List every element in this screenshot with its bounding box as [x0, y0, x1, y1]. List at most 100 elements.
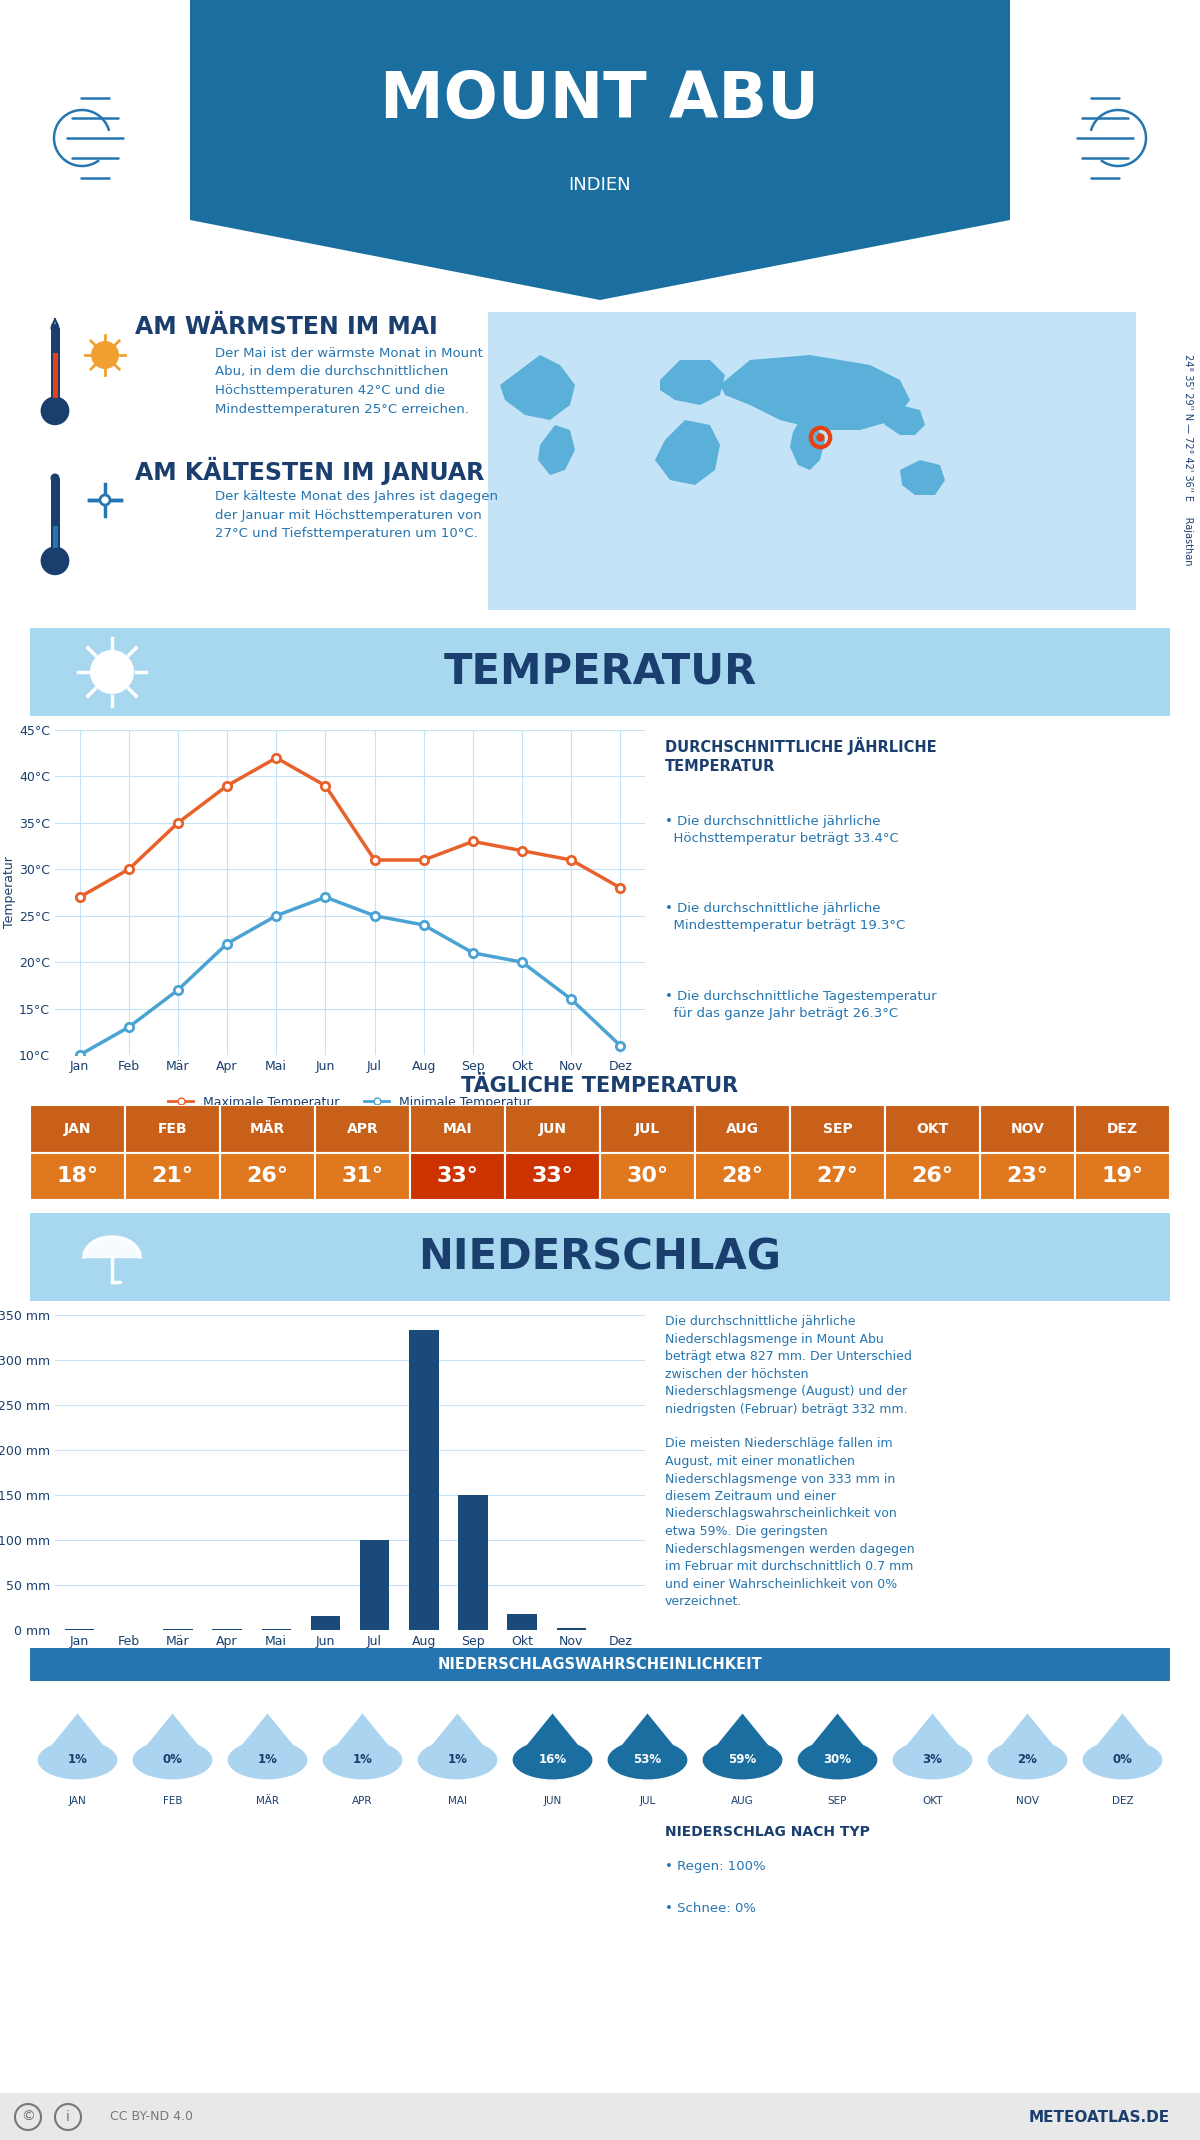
Bar [505, 1153, 600, 1201]
Bar [314, 1153, 410, 1201]
Text: • Die durchschnittliche jährliche
  Mindesttemperatur beträgt 19.3°C: • Die durchschnittliche jährliche Mindes… [665, 903, 905, 933]
Text: Die durchschnittliche jährliche
Niederschlagsmenge in Mount Abu
beträgt etwa 827: Die durchschnittliche jährliche Niedersc… [665, 1314, 914, 1607]
Text: 0%: 0% [1112, 1753, 1133, 1765]
Text: Der kälteste Monat des Jahres ist dagegen
der Januar mit Höchsttemperaturen von
: Der kälteste Monat des Jahres ist dagege… [215, 490, 498, 539]
Bar [410, 1104, 505, 1153]
Text: 53%: 53% [634, 1753, 661, 1765]
Text: • Schnee: 0%: • Schnee: 0% [665, 1902, 756, 1915]
Text: 23°: 23° [1007, 1166, 1049, 1186]
Text: NIEDERSCHLAGSWAHRSCHEINLICHKEIT: NIEDERSCHLAGSWAHRSCHEINLICHKEIT [438, 1656, 762, 1671]
Bar [600, 1104, 695, 1153]
Text: 33°: 33° [437, 1166, 479, 1186]
Text: MÄR: MÄR [256, 1795, 278, 1806]
Bar [53, 526, 58, 548]
Polygon shape [716, 1714, 768, 1744]
Bar [410, 1153, 505, 1201]
Text: DEZ: DEZ [1111, 1795, 1133, 1806]
Polygon shape [242, 1714, 293, 1744]
Text: MÄR: MÄR [250, 1121, 286, 1136]
Legend: Maximale Temperatur, Minimale Temperatur: Maximale Temperatur, Minimale Temperatur [163, 1091, 538, 1113]
Circle shape [988, 1740, 1068, 1780]
Circle shape [228, 1740, 307, 1780]
Text: 3%: 3% [923, 1753, 942, 1765]
Text: 31°: 31° [342, 1166, 384, 1186]
Text: NOV: NOV [1016, 1795, 1039, 1806]
Polygon shape [622, 1714, 673, 1744]
Circle shape [607, 1740, 688, 1780]
Bar [790, 1104, 886, 1153]
Polygon shape [190, 0, 1010, 300]
Text: • Die durchschnittliche jährliche
  Höchsttemperatur beträgt 33.4°C: • Die durchschnittliche jährliche Höchst… [665, 815, 899, 845]
Circle shape [50, 473, 60, 482]
Text: JAN: JAN [64, 1121, 91, 1136]
Text: 0%: 0% [162, 1753, 182, 1765]
Text: 1%: 1% [353, 1753, 372, 1765]
Text: 1%: 1% [448, 1753, 468, 1765]
Text: NOV: NOV [1010, 1121, 1044, 1136]
Polygon shape [660, 360, 725, 404]
Bar [505, 1104, 600, 1153]
Bar [30, 1153, 125, 1201]
Circle shape [418, 1740, 498, 1780]
Polygon shape [900, 460, 946, 494]
Bar [220, 1153, 314, 1201]
Bar [125, 1153, 220, 1201]
Text: SEP: SEP [823, 1121, 852, 1136]
Circle shape [703, 1740, 782, 1780]
Bar [458, 1496, 487, 1631]
Circle shape [91, 340, 119, 368]
Text: AUG: AUG [731, 1795, 754, 1806]
Bar [695, 1104, 790, 1153]
Bar [30, 1104, 125, 1153]
FancyBboxPatch shape [26, 1209, 1174, 1305]
Text: 27°: 27° [816, 1166, 858, 1186]
Circle shape [84, 644, 140, 700]
Text: 30%: 30% [823, 1753, 852, 1765]
Bar [1075, 1153, 1170, 1201]
Bar [1075, 1104, 1170, 1153]
Text: JUL: JUL [635, 1121, 660, 1136]
Text: MAI: MAI [448, 1795, 467, 1806]
Text: 19°: 19° [1102, 1166, 1144, 1186]
Bar [886, 1153, 980, 1201]
Text: OKT: OKT [917, 1121, 949, 1136]
Text: 2%: 2% [1018, 1753, 1038, 1765]
Text: i: i [66, 2110, 70, 2125]
Circle shape [50, 323, 60, 332]
Circle shape [37, 1740, 118, 1780]
Text: NIEDERSCHLAG: NIEDERSCHLAG [419, 1237, 781, 1278]
Text: MOUNT ABU: MOUNT ABU [380, 68, 820, 131]
Bar [980, 1153, 1075, 1201]
Bar [790, 1153, 886, 1201]
Bar [409, 1331, 438, 1631]
Text: MAI: MAI [443, 1121, 473, 1136]
Text: INDIEN: INDIEN [569, 175, 631, 195]
Text: JAN: JAN [68, 1795, 86, 1806]
Text: JUN: JUN [539, 1121, 566, 1136]
Bar [314, 1104, 410, 1153]
Text: 1%: 1% [258, 1753, 277, 1765]
Circle shape [90, 651, 134, 693]
Bar [311, 1616, 340, 1631]
Text: TÄGLICHE TEMPERATUR: TÄGLICHE TEMPERATUR [462, 1076, 738, 1096]
Polygon shape [720, 355, 910, 430]
Bar [695, 1153, 790, 1201]
Polygon shape [790, 419, 826, 471]
Circle shape [512, 1740, 593, 1780]
Bar [488, 312, 1136, 610]
Polygon shape [52, 1714, 103, 1744]
Text: DURCHSCHNITTLICHE JÄHRLICHE
TEMPERATUR: DURCHSCHNITTLICHE JÄHRLICHE TEMPERATUR [665, 736, 937, 775]
Text: JUN: JUN [544, 1795, 562, 1806]
Polygon shape [146, 1714, 198, 1744]
Bar [886, 1104, 980, 1153]
Bar [53, 353, 58, 398]
Text: 18°: 18° [56, 1166, 98, 1186]
Polygon shape [1002, 1714, 1054, 1744]
Text: DEZ: DEZ [1106, 1121, 1138, 1136]
Polygon shape [432, 1714, 484, 1744]
Text: APR: APR [353, 1795, 373, 1806]
Polygon shape [655, 419, 720, 486]
Circle shape [323, 1740, 402, 1780]
Circle shape [798, 1740, 877, 1780]
Text: AUG: AUG [726, 1121, 760, 1136]
